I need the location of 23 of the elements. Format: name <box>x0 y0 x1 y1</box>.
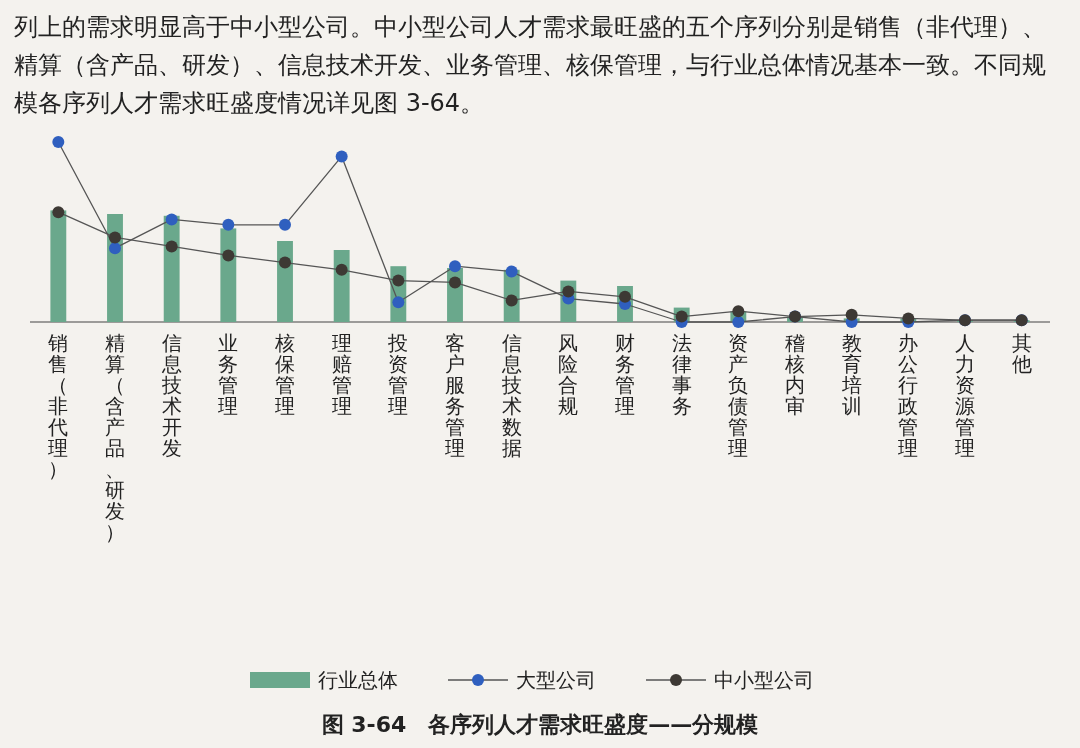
x-tick-label: 教育培训 <box>840 331 862 418</box>
x-tick-label: 稽核内审 <box>784 331 805 418</box>
legend-label: 行业总体 <box>318 668 398 692</box>
x-tick-label: 业务管理 <box>218 331 239 418</box>
x-tick-label: 风险合规 <box>558 331 579 418</box>
x-tick-label: 其他 <box>1011 331 1032 376</box>
legend-label: 中小型公司 <box>714 668 814 692</box>
text: 图 3-64 各序列人才需求旺盛度——分规模 <box>321 712 759 737</box>
x-tick-label: 投资管理 <box>387 331 409 418</box>
x-tick-label: 理赔管理 <box>331 331 352 418</box>
x-tick-label: 人力资源管理 <box>955 331 975 460</box>
x-tick-label: 办公行政管理 <box>898 331 919 460</box>
x-tick-label: 法律事务 <box>671 331 692 418</box>
x-tick-label: 财务管理 <box>615 331 635 418</box>
x-tick-label: 信息技术开发 <box>160 331 182 460</box>
x-tick-label: 销售（非代理） <box>47 331 69 481</box>
x-tick-label: 客户服务管理 <box>445 331 465 460</box>
x-tick-label: 信息技术数据 <box>500 331 522 460</box>
legend-label: 大型公司 <box>516 668 596 692</box>
x-tick-label: 核保管理 <box>274 331 295 418</box>
category-label: 精算（含产品、研发） <box>105 331 125 544</box>
text: 列上的需求明显高于中小型公司。中小型公司人才需求最旺盛的五个序列分别是销售（非代理）、精算（含产品、研发）、信息技术开发、业务管理、核保管理，与行业总体情况基本一致。不同规模各序列人才需求旺盛度情况详见图 3-64。 <box>14 12 1047 119</box>
x-tick-label: 资产负债管理 <box>728 331 749 460</box>
